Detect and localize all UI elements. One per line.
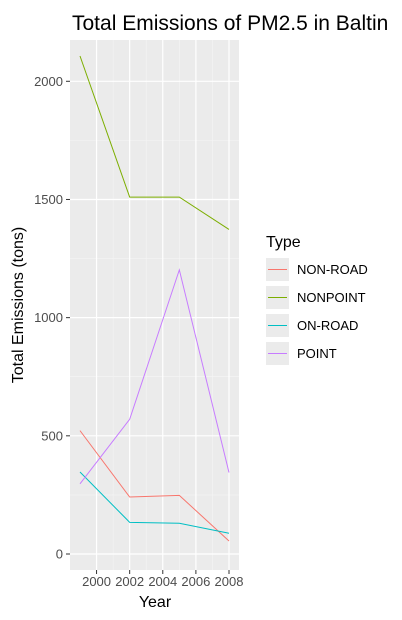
legend-label: NON-ROAD bbox=[297, 262, 368, 277]
x-axis-title: Year bbox=[139, 594, 172, 611]
series-line-non-road bbox=[79, 430, 230, 542]
x-tick-label: 2008 bbox=[215, 574, 244, 589]
x-tick-label: 2006 bbox=[181, 574, 210, 589]
y-axis-title: Total Emissions (tons) bbox=[10, 227, 27, 384]
legend: Type NON-ROAD NONPOINT ON-ROAD POINT bbox=[266, 234, 368, 365]
y-tick-label: 0 bbox=[56, 547, 63, 562]
y-tick-label: 2000 bbox=[34, 74, 63, 89]
y-tick-label: 1500 bbox=[34, 192, 63, 207]
y-tick-label: 500 bbox=[41, 428, 63, 443]
y-tick-label: 1000 bbox=[34, 310, 63, 325]
major-gridlines bbox=[70, 40, 239, 570]
x-tick-label: 2000 bbox=[82, 574, 111, 589]
series-line-point bbox=[79, 268, 230, 485]
data-series bbox=[79, 55, 230, 542]
x-axis: 2000 2002 2004 2006 2008 bbox=[82, 570, 243, 589]
legend-label: ON-ROAD bbox=[297, 318, 358, 333]
plot-panel bbox=[70, 40, 239, 570]
legend-label: NONPOINT bbox=[297, 290, 366, 305]
minor-gridlines bbox=[70, 40, 239, 570]
x-tick-label: 2002 bbox=[115, 574, 144, 589]
legend-label: POINT bbox=[297, 346, 337, 361]
chart-title: Total Emissions of PM2.5 in Baltin bbox=[72, 12, 388, 35]
legend-items: NON-ROAD NONPOINT ON-ROAD POINT bbox=[266, 258, 368, 365]
legend-title: Type bbox=[266, 234, 301, 251]
series-line-on-road bbox=[79, 471, 230, 534]
y-axis: 0 500 1000 1500 2000 bbox=[34, 74, 70, 562]
x-tick-label: 2004 bbox=[148, 574, 177, 589]
series-line-nonpoint bbox=[79, 55, 230, 230]
